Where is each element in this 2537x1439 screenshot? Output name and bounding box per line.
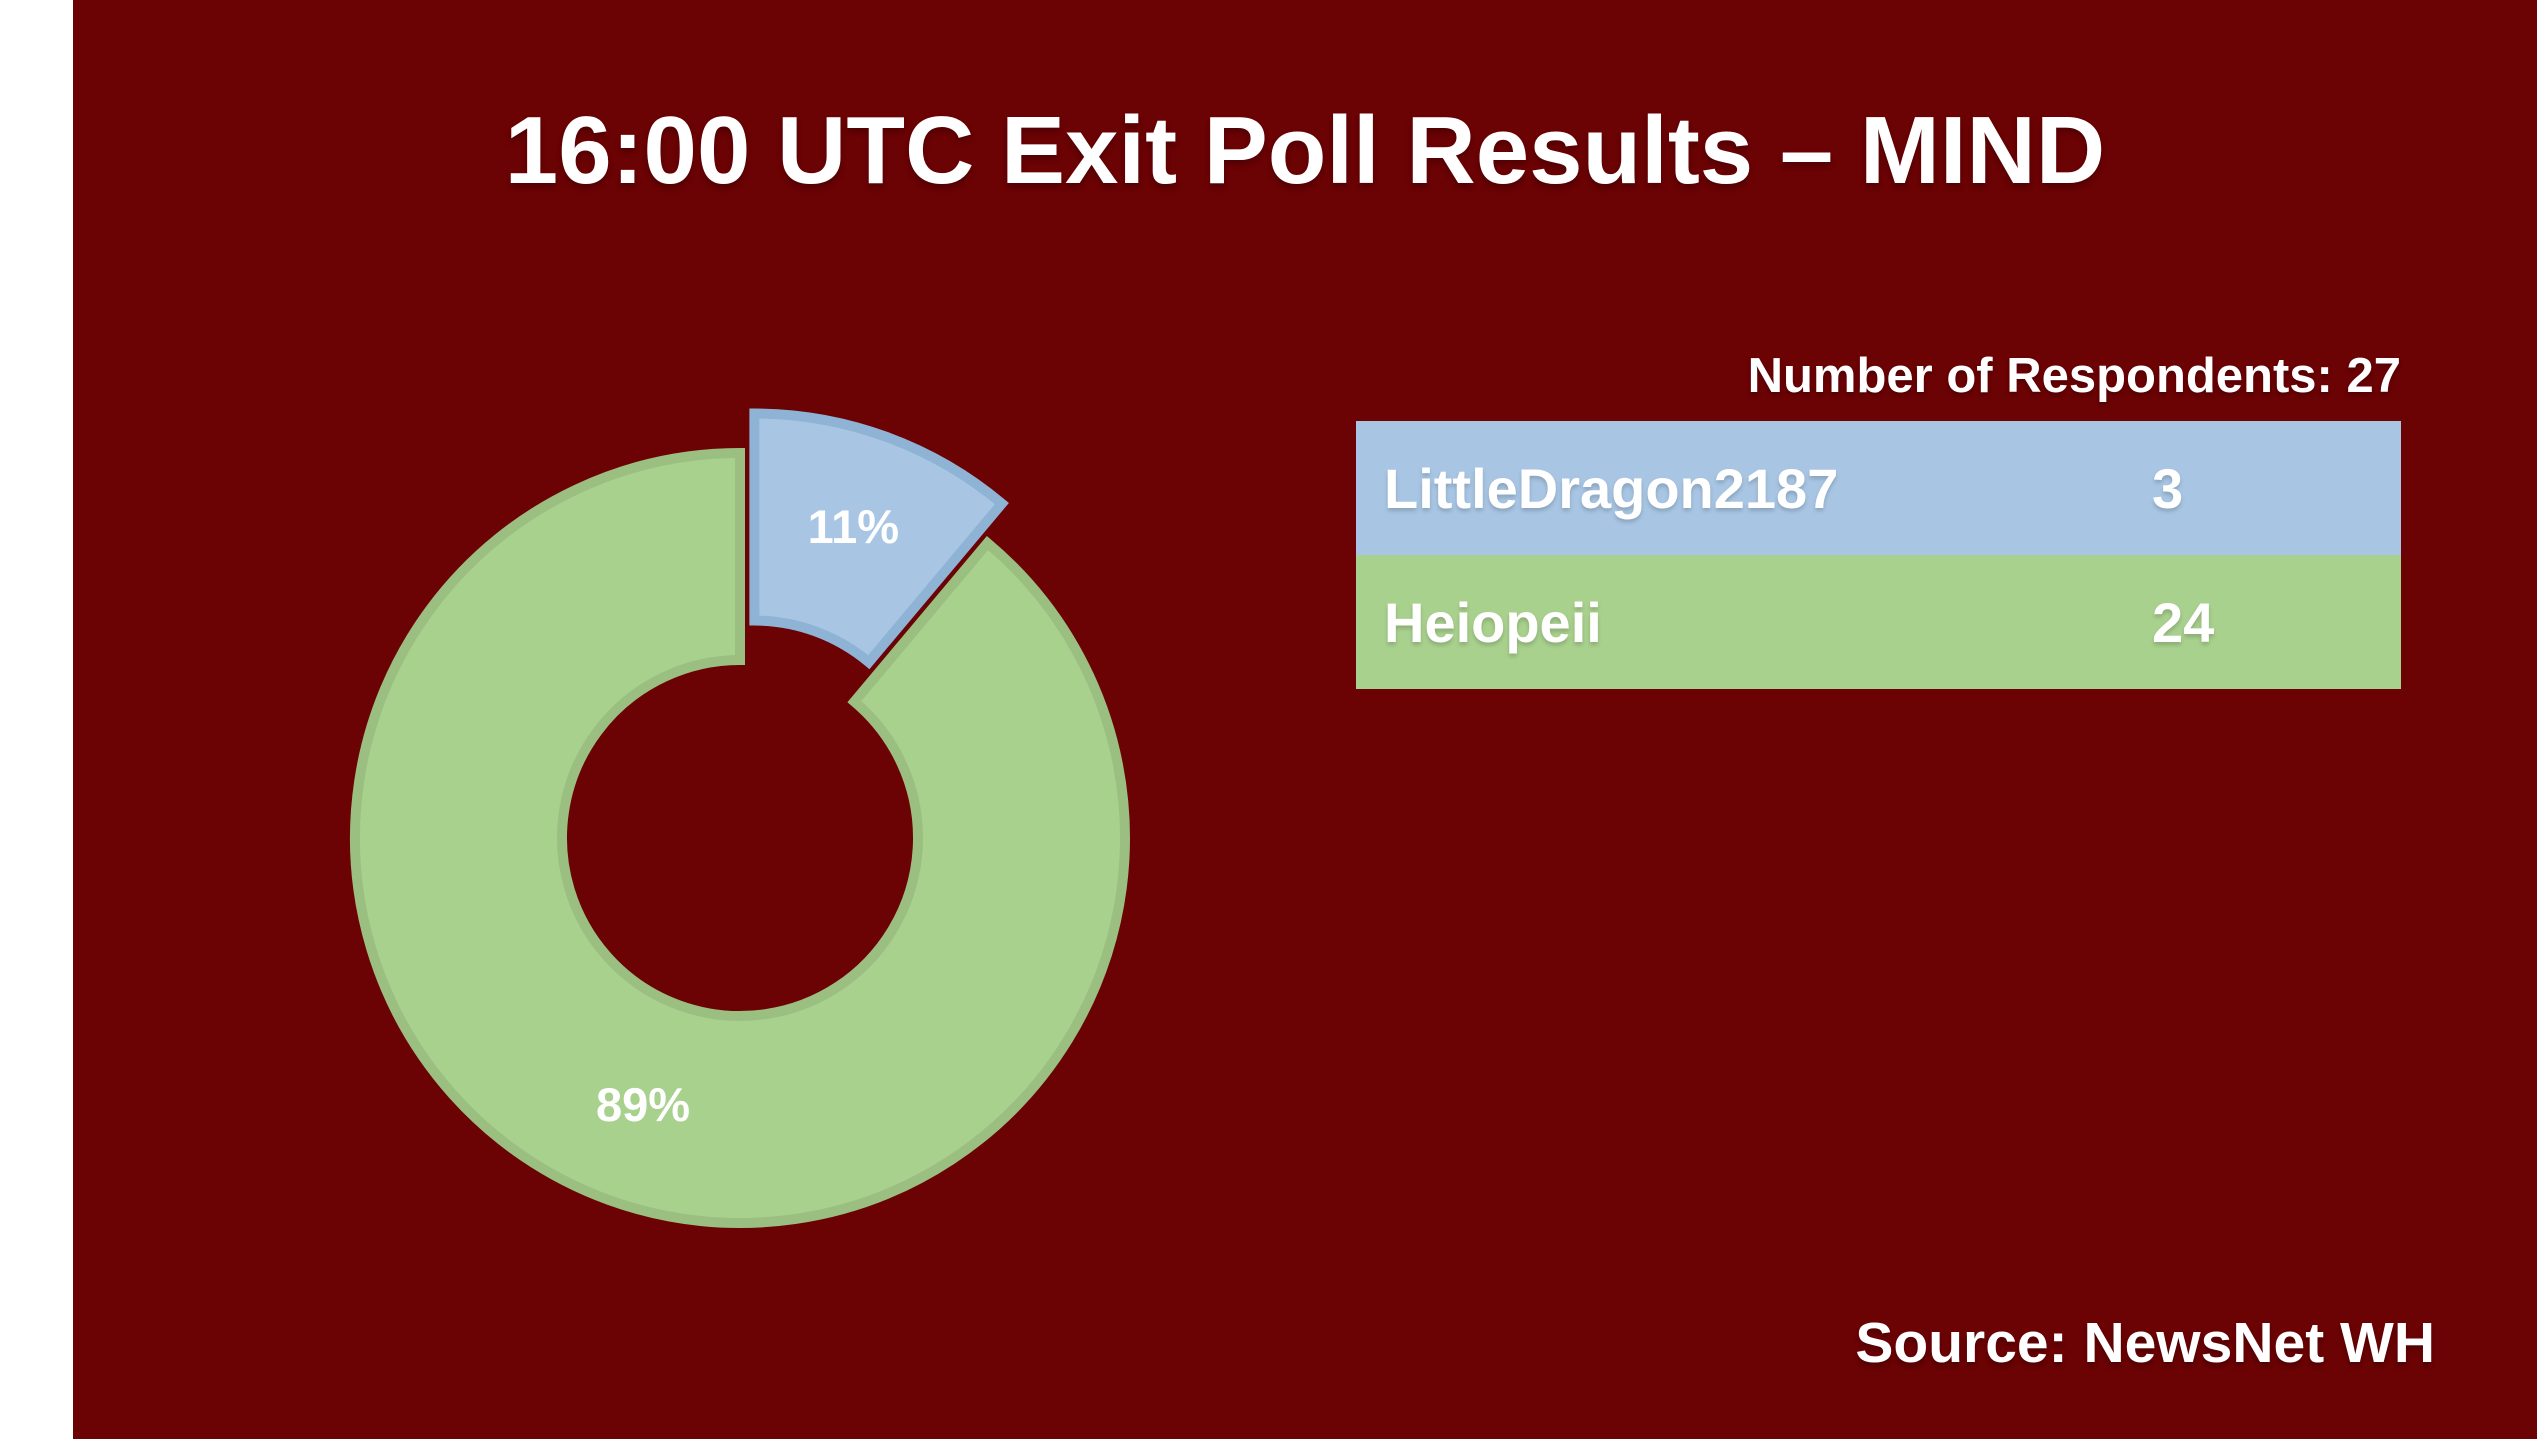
page-title: 16:00 UTC Exit Poll Results – MIND <box>504 97 2106 204</box>
legend-value-heiopeii: 24 <box>2152 590 2215 654</box>
legend-row-littledragon: LittleDragon2187 3 <box>1356 421 2401 555</box>
legend-value-littledragon: 3 <box>2152 456 2184 520</box>
donut-slice-heiopeii <box>350 447 1130 1228</box>
left-margin-strip <box>0 0 73 1439</box>
legend-name-heiopeii: Heiopeii <box>1384 590 1602 654</box>
respondents-count-label: Number of Respondents: 27 <box>1747 349 2401 403</box>
legend-table: LittleDragon2187 3 Heiopeii 24 <box>1356 421 2401 689</box>
legend-row-heiopeii: Heiopeii 24 <box>1356 555 2401 689</box>
legend-name-littledragon: LittleDragon2187 <box>1384 456 1839 520</box>
source-attribution: Source: NewsNet WH <box>1855 1311 2435 1375</box>
donut-slice-littledragon2187 <box>749 408 1009 670</box>
percent-label-littledragon2187: 11% <box>808 500 899 553</box>
percent-label-heiopeii: 89% <box>596 1078 690 1131</box>
